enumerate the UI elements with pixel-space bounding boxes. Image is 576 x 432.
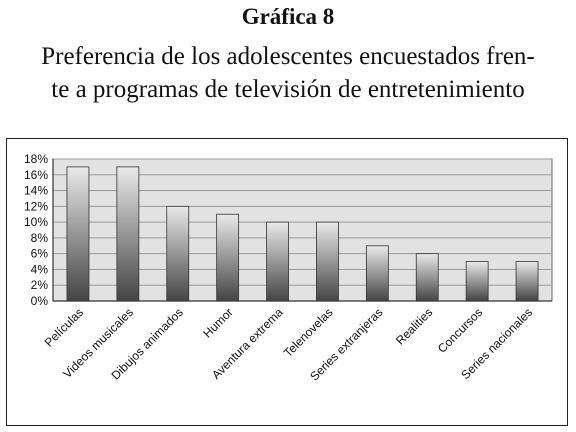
y-tick-label: 12% [24,199,48,213]
y-tick-label: 8% [31,231,49,245]
bar [465,261,489,302]
chart-subtitle: Preferencia de los adolescentes encuesta… [0,40,576,106]
bar [515,261,539,302]
x-category-label: Películas [42,305,86,349]
x-category-label: Telenovelas [281,305,336,360]
chart-title: Gráfica 8 [241,4,335,29]
bar [216,213,240,302]
bar [116,166,140,302]
bar [365,245,389,302]
bar [266,221,289,302]
subtitle-line-1: Preferencia de los adolescentes encuesta… [41,43,535,70]
x-category-label: Humor [200,305,235,340]
bar [166,205,190,302]
x-category-label: Concursos [435,305,485,355]
y-tick-label: 16% [24,168,48,182]
bar [316,221,339,302]
y-tick-label: 6% [31,247,49,261]
y-tick-label: 10% [24,215,48,229]
y-tick-label: 2% [31,278,49,292]
bar [415,253,439,302]
y-tick-label: 18% [24,152,48,166]
x-category-label: Realities [393,305,435,347]
y-tick-label: 4% [31,262,49,276]
subtitle-line-2: te a programas de televisión de entreten… [51,76,525,103]
bar [66,166,90,302]
y-tick-label: 14% [24,184,48,198]
y-tick-label: 0% [31,294,49,308]
